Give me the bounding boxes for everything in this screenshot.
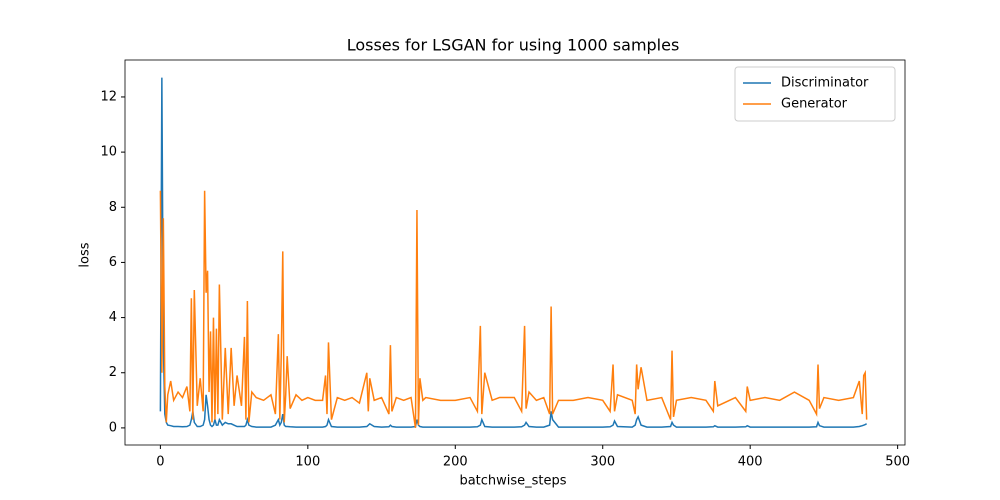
legend-box xyxy=(734,66,896,122)
series-line xyxy=(159,77,868,428)
x-tick-label: 500 xyxy=(885,455,910,470)
y-tick-label: 10 xyxy=(100,145,117,160)
plot-frame xyxy=(124,59,906,446)
x-tick-label: 200 xyxy=(443,455,468,470)
y-tick-label: 4 xyxy=(109,310,117,325)
x-tick-label: 100 xyxy=(295,455,320,470)
y-axis-label: loss xyxy=(78,242,93,267)
y-tick-label: 0 xyxy=(109,420,117,435)
series-line xyxy=(159,190,868,429)
y-tick-label: 12 xyxy=(100,89,117,104)
x-tick-label: 400 xyxy=(738,455,763,470)
chart-title: Losses for LSGAN for using 1000 samples xyxy=(347,36,680,55)
legend-label: Discriminator xyxy=(781,76,869,91)
x-tick-label: 300 xyxy=(590,455,615,470)
x-tick-label: 0 xyxy=(156,455,164,470)
y-tick-label: 6 xyxy=(109,255,117,270)
y-tick-label: 2 xyxy=(109,365,117,380)
x-axis-label: batchwise_steps xyxy=(459,474,566,489)
legend-label: Generator xyxy=(781,97,848,112)
y-tick-label: 8 xyxy=(109,200,117,215)
